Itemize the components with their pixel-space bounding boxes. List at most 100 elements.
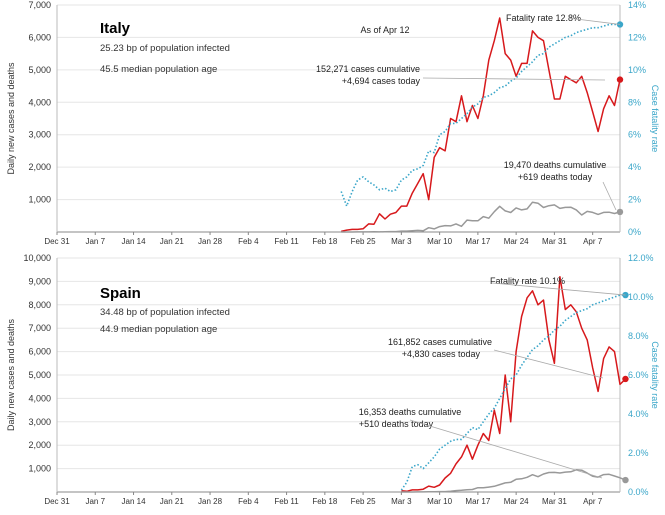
y-tick-label: 8,000 [28,300,51,310]
series-endpoint-daily-new-cases [622,375,629,383]
x-tick-label: Mar 3 [391,237,412,246]
x-tick-label: Jan 14 [122,237,147,246]
annotation-leader [493,349,604,379]
y2-tick-label: 12.0% [628,253,654,263]
deaths-annotation: +619 deaths today [518,172,593,182]
y2-tick-label: 14% [628,0,646,10]
deaths-annotation: 16,353 deaths cumulative [359,407,462,417]
y-tick-label: 4,000 [28,393,51,403]
y-tick-label: 1,000 [28,195,51,205]
series-endpoint-daily-new-deaths [616,208,624,216]
y-tick-label: 6,000 [28,347,51,357]
y-tick-label: 3,000 [28,417,51,427]
series-endpoint-daily-new-cases [616,76,624,83]
x-tick-label: Apr 7 [583,497,603,506]
y2-tick-label: 6.0% [628,370,649,380]
x-tick-label: Feb 4 [238,237,259,246]
y-tick-label: 2,000 [28,162,51,172]
series-line-daily-new-deaths [341,201,621,233]
y-tick-label: 3,000 [28,130,51,140]
y2-tick-label: 8.0% [628,331,649,341]
x-tick-label: Feb 11 [274,237,299,246]
y2-tick-label: 12% [628,32,646,42]
cases-annotation: +4,694 cases today [342,76,421,86]
fatality-annotation: Fatality rate 10.1% [490,276,565,286]
cases-annotation: 152,271 cases cumulative [316,64,420,74]
x-tick-label: Jan 7 [85,237,105,246]
annotation-leader [602,181,617,211]
deaths-annotation: +510 deaths today [359,419,434,429]
y2-axis-label: Case fatality rate [650,85,660,153]
as-of-label: As of Apr 12 [360,25,409,35]
series-endpoint-daily-new-deaths [622,476,629,484]
chart-panel-spain: 1,000 2,000 3,000 4,000 5,000 6,000 7,000 8,000… [6,253,660,506]
y2-tick-label: 2% [628,195,641,205]
y2-tick-label: 10% [628,65,646,75]
y2-tick-label: 6% [628,130,641,140]
x-tick-label: Feb 25 [351,237,376,246]
chart-subtitle: 25.23 bp of population infected [100,43,230,54]
x-tick-label: Jan 28 [198,237,223,246]
x-tick-label: Jan 28 [198,497,223,506]
y-axis-label: Daily new cases and deaths [6,62,16,175]
y-tick-label: 5,000 [28,370,51,380]
series-line-daily-new-cases [401,275,627,493]
annotation-leader [409,419,603,479]
y-tick-label: 1,000 [28,464,51,474]
x-tick-label: Feb 25 [351,497,376,506]
fatality-annotation: Fatality rate 12.8% [506,13,581,23]
y-tick-label: 4,000 [28,97,51,107]
chart-subtitle: 34.48 bp of population infected [100,307,230,318]
x-tick-label: Mar 31 [542,497,567,506]
x-tick-label: Feb 4 [238,497,259,506]
x-tick-label: Jan 14 [122,497,147,506]
x-tick-label: Jan 21 [160,237,185,246]
cases-annotation: 161,852 cases cumulative [388,337,492,347]
x-tick-label: Mar 31 [542,237,567,246]
x-tick-label: Dec 31 [44,497,70,506]
x-tick-label: Mar 24 [504,497,529,506]
y-tick-label: 6,000 [28,32,51,42]
x-tick-label: Feb 18 [312,497,337,506]
x-tick-label: Jan 7 [85,497,105,506]
chart-title: Italy [100,20,131,37]
annotation-leader [422,77,606,81]
cases-annotation: +4,830 cases today [402,349,481,359]
y-tick-label: 5,000 [28,65,51,75]
chart-panel-italy: 1,000 2,000 3,000 4,000 5,000 6,000 7,000 0% 2% 4… [6,0,660,246]
deaths-annotation: 19,470 deaths cumulative [504,160,607,170]
y2-tick-label: 0.0% [628,487,649,497]
chart-subtitle: 44.9 median population age [100,324,217,335]
y2-tick-label: 8% [628,97,641,107]
y2-axis-label: Case fatality rate [650,341,660,409]
x-tick-label: Mar 10 [427,497,452,506]
y2-tick-label: 10.0% [628,292,654,302]
x-tick-label: Apr 7 [583,237,603,246]
annotation-leader [567,17,621,25]
y-axis-label: Daily new cases and deaths [6,318,16,431]
y-tick-label: 2,000 [28,440,51,450]
x-tick-label: Feb 11 [274,497,299,506]
x-tick-label: Mar 3 [391,497,412,506]
y-tick-label: 7,000 [28,323,51,333]
x-tick-label: Mar 17 [465,497,490,506]
series-line-daily-new-cases [341,17,621,233]
y-tick-label: 10,000 [23,253,51,263]
x-tick-label: Mar 24 [504,237,529,246]
y2-tick-label: 4% [628,162,641,172]
chart-title: Spain [100,285,141,302]
x-tick-label: Dec 31 [44,237,70,246]
x-tick-label: Mar 10 [427,237,452,246]
series-line-daily-new-deaths [401,469,626,493]
y-tick-label: 7,000 [28,0,51,10]
annotation-leader [491,282,626,296]
y2-tick-label: 0% [628,227,641,237]
x-tick-label: Jan 21 [160,497,185,506]
y2-tick-label: 2.0% [628,448,649,458]
y2-tick-label: 4.0% [628,409,649,419]
y-tick-label: 9,000 [28,276,51,286]
chart-subtitle: 45.5 median population age [100,64,217,75]
x-tick-label: Feb 18 [312,237,337,246]
x-tick-label: Mar 17 [465,237,490,246]
